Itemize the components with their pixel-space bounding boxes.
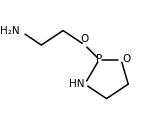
Text: H₂N: H₂N: [0, 26, 20, 36]
Text: O: O: [81, 34, 89, 44]
Text: O: O: [122, 55, 131, 64]
Text: HN: HN: [69, 79, 84, 89]
Text: P: P: [96, 55, 102, 64]
